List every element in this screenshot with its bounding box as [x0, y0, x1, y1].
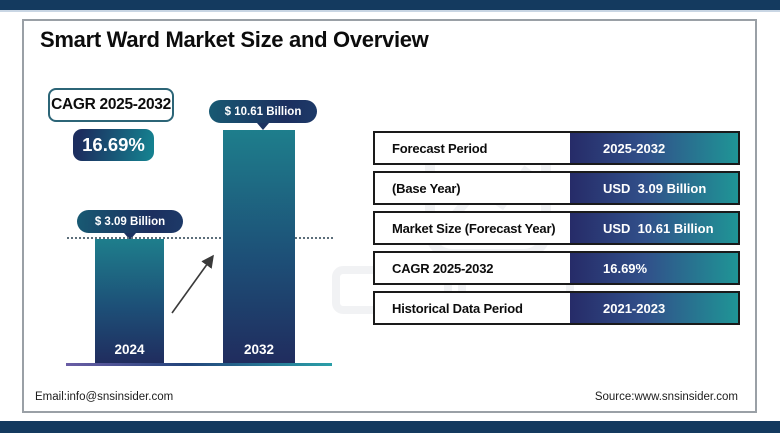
cagr-period-box: CAGR 2025-2032: [48, 88, 174, 122]
x-axis-line: [66, 363, 332, 366]
growth-arrow-icon: [171, 254, 214, 314]
top-brand-bar: [0, 0, 780, 10]
row-value: 2025-2032: [570, 133, 738, 163]
row-value: USD 10.61 Billion: [570, 213, 738, 243]
table-row: Historical Data Period 2021-2023: [373, 291, 740, 325]
bar-2032: 2032: [223, 130, 295, 364]
value-callout-2032: $ 10.61 Billion: [209, 100, 317, 123]
table-row: (Base Year) USD 3.09 Billion: [373, 171, 740, 205]
value-callout-2024: $ 3.09 Billion: [77, 210, 183, 233]
row-label: Forecast Period: [392, 140, 488, 156]
table-row: Forecast Period 2025-2032: [373, 131, 740, 165]
row-value: USD 3.09 Billion: [570, 173, 738, 203]
top-bar-accent-line: [0, 10, 780, 12]
row-label: Historical Data Period: [392, 300, 523, 316]
row-value: 16.69%: [570, 253, 738, 283]
bottom-brand-bar: [0, 421, 780, 433]
dotted-threshold-line: [67, 237, 333, 239]
footer-email: Email:info@snsinsider.com: [35, 391, 174, 403]
table-row: CAGR 2025-2032 16.69%: [373, 251, 740, 285]
row-value: 2021-2023: [570, 293, 738, 323]
page-title: Smart Ward Market Size and Overview: [40, 27, 429, 52]
row-label: (Base Year): [392, 180, 461, 196]
bar-label-2032: 2032: [243, 342, 275, 357]
cagr-value-badge: 16.69%: [73, 129, 154, 161]
bar-label-2024: 2024: [114, 342, 145, 357]
row-label: CAGR 2025-2032: [392, 260, 494, 276]
market-table: Forecast Period 2025-2032 (Base Year) US…: [373, 131, 740, 331]
bar-2024: 2024: [95, 239, 164, 364]
row-label: Market Size (Forecast Year): [392, 220, 556, 236]
footer-source: Source:www.snsinsider.com: [594, 391, 738, 403]
table-row: Market Size (Forecast Year) USD 10.61 Bi…: [373, 211, 740, 245]
